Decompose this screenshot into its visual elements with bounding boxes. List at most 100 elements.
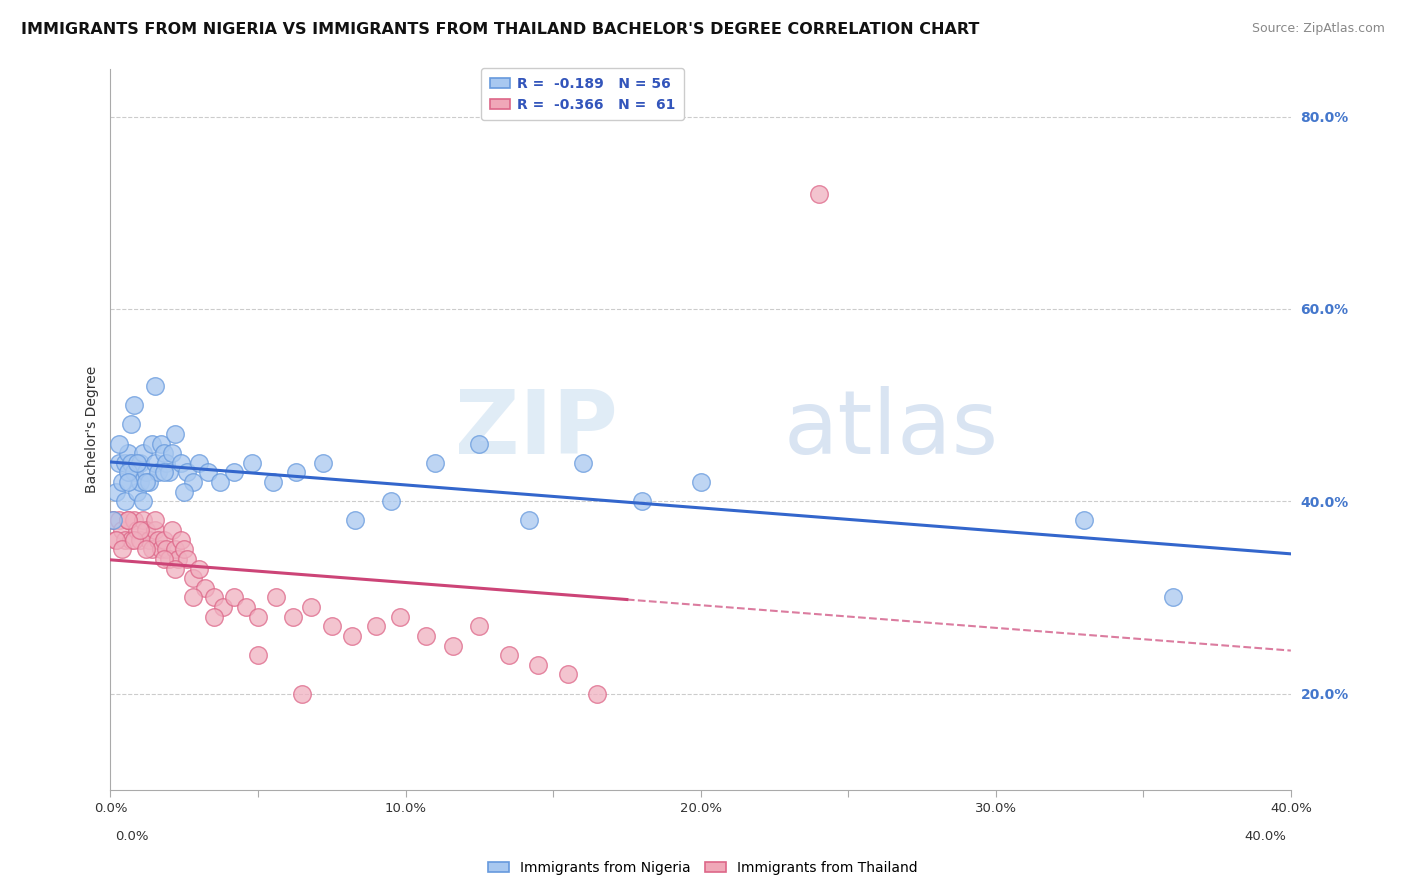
Point [129, 523, 152, 537]
Text: 40.0%: 40.0% [1244, 830, 1286, 843]
Point [173, 484, 195, 499]
Point [807, 186, 830, 201]
Point [129, 475, 152, 489]
Point [105, 533, 128, 547]
Point [262, 475, 284, 489]
Point [125, 456, 148, 470]
Point [388, 609, 411, 624]
Point [321, 619, 343, 633]
Point [498, 648, 520, 662]
Point [155, 542, 177, 557]
Point [630, 494, 652, 508]
Point [181, 571, 204, 585]
Point [114, 456, 136, 470]
Point [129, 456, 152, 470]
Point [1161, 591, 1184, 605]
Point [122, 398, 145, 412]
Point [571, 456, 593, 470]
Point [122, 533, 145, 547]
Point [132, 514, 155, 528]
Point [240, 456, 263, 470]
Point [149, 436, 172, 450]
Text: Source: ZipAtlas.com: Source: ZipAtlas.com [1251, 22, 1385, 36]
Point [246, 609, 269, 624]
Point [117, 475, 139, 489]
Point [159, 466, 181, 480]
Point [155, 456, 177, 470]
Point [173, 542, 195, 557]
Point [141, 436, 163, 450]
Legend: Immigrants from Nigeria, Immigrants from Thailand: Immigrants from Nigeria, Immigrants from… [482, 855, 924, 880]
Point [264, 591, 287, 605]
Point [224, 591, 246, 605]
Point [181, 475, 204, 489]
Point [111, 475, 134, 489]
Point [235, 600, 257, 615]
Point [141, 542, 163, 557]
Point [152, 446, 174, 460]
Point [120, 456, 142, 470]
Point [132, 446, 155, 460]
Point [143, 523, 166, 537]
Point [557, 667, 579, 681]
Point [202, 609, 225, 624]
Point [152, 552, 174, 566]
Point [181, 591, 204, 605]
Point [143, 379, 166, 393]
Point [519, 514, 541, 528]
Point [441, 639, 464, 653]
Point [187, 561, 209, 575]
Point [105, 484, 128, 499]
Point [176, 466, 198, 480]
Point [167, 552, 190, 566]
Point [246, 648, 269, 662]
Point [176, 552, 198, 566]
Point [208, 475, 231, 489]
Point [527, 657, 550, 672]
Point [129, 533, 152, 547]
Point [165, 426, 187, 441]
Point [170, 533, 193, 547]
Point [152, 533, 174, 547]
Point [111, 523, 134, 537]
Point [120, 533, 142, 547]
Text: ZIP: ZIP [456, 385, 619, 473]
Point [138, 533, 160, 547]
Point [125, 484, 148, 499]
Point [689, 475, 711, 489]
Point [135, 523, 157, 537]
Point [364, 619, 387, 633]
Point [132, 494, 155, 508]
Point [299, 600, 322, 615]
Point [120, 417, 142, 432]
Text: 0.0%: 0.0% [115, 830, 149, 843]
Point [108, 514, 131, 528]
Text: atlas: atlas [783, 385, 998, 473]
Y-axis label: Bachelor's Degree: Bachelor's Degree [86, 366, 100, 492]
Point [194, 581, 217, 595]
Point [291, 687, 314, 701]
Point [108, 456, 131, 470]
Point [143, 456, 166, 470]
Point [111, 542, 134, 557]
Point [170, 456, 193, 470]
Text: IMMIGRANTS FROM NIGERIA VS IMMIGRANTS FROM THAILAND BACHELOR'S DEGREE CORRELATIO: IMMIGRANTS FROM NIGERIA VS IMMIGRANTS FR… [21, 22, 980, 37]
Point [108, 436, 131, 450]
Point [152, 466, 174, 480]
Point [146, 466, 169, 480]
Point [135, 475, 157, 489]
Point [380, 494, 402, 508]
Point [122, 514, 145, 528]
Point [146, 533, 169, 547]
Point [149, 542, 172, 557]
Point [165, 561, 187, 575]
Point [285, 466, 308, 480]
Point [135, 466, 157, 480]
Point [125, 523, 148, 537]
Point [224, 466, 246, 480]
Point [114, 533, 136, 547]
Point [1073, 514, 1095, 528]
Point [143, 514, 166, 528]
Point [165, 542, 187, 557]
Point [117, 466, 139, 480]
